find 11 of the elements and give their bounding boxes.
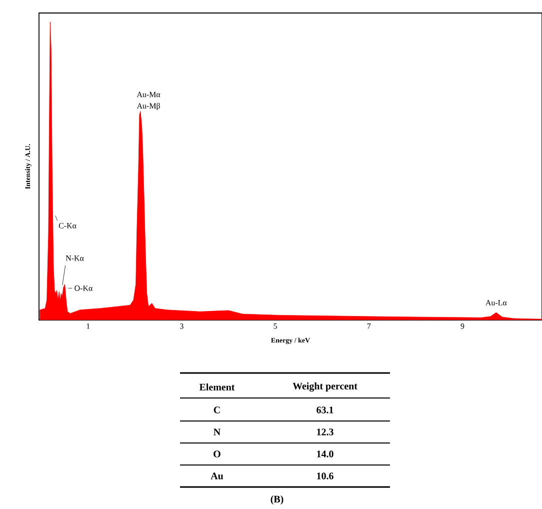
text: 10.6 xyxy=(317,472,334,480)
text: 12.3 xyxy=(317,428,334,436)
text: 14.0 xyxy=(317,450,334,458)
text: Weight percent xyxy=(292,382,358,392)
category-label: N xyxy=(214,428,220,436)
category-label: Au xyxy=(210,472,224,480)
category-label: C xyxy=(214,406,220,414)
text: (B) xyxy=(270,495,284,505)
category-label: O xyxy=(214,450,220,458)
text: 63.1 xyxy=(316,406,334,414)
text: Element xyxy=(199,383,235,390)
